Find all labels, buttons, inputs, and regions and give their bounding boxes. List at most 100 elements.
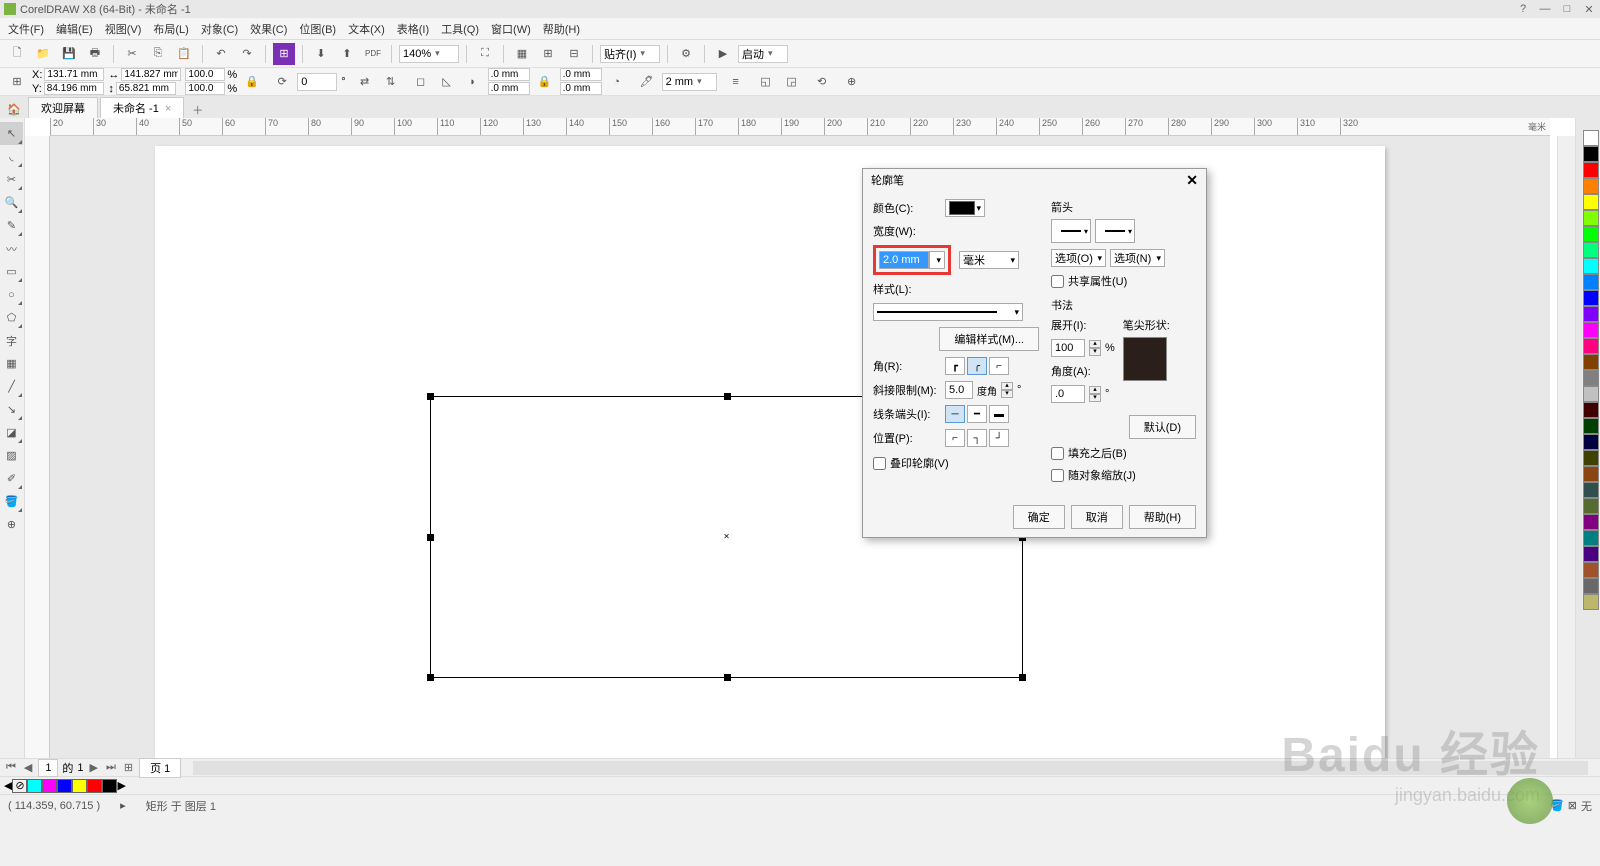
freehand-tool[interactable]: ✎ xyxy=(0,214,23,237)
table-tool[interactable]: ▦ xyxy=(0,352,23,375)
convert-curves-button[interactable]: ⟲ xyxy=(811,71,833,93)
menu-effects[interactable]: 效果(C) xyxy=(250,21,287,37)
canvas-viewport[interactable]: × xyxy=(50,136,1550,758)
corner-round-button[interactable]: ╭ xyxy=(967,357,987,375)
color-swatch[interactable] xyxy=(1583,274,1599,290)
print-button[interactable]: 🖶 xyxy=(84,43,106,65)
last-page-button[interactable]: ⏭ xyxy=(104,761,118,774)
color-swatch[interactable] xyxy=(1583,322,1599,338)
export-button[interactable]: ⬆ xyxy=(336,43,358,65)
paste-button[interactable]: 📋 xyxy=(173,43,195,65)
fill-tool[interactable]: 🪣 xyxy=(0,490,23,513)
dialog-close-button[interactable]: ✕ xyxy=(1186,172,1198,189)
color-swatch[interactable] xyxy=(1583,306,1599,322)
launch-dropdown[interactable]: 启动 xyxy=(738,45,788,63)
document-color-swatch[interactable] xyxy=(72,779,87,793)
color-swatch[interactable] xyxy=(1583,530,1599,546)
menu-view[interactable]: 视图(V) xyxy=(105,21,142,37)
lock-ratio-button[interactable]: 🔒 xyxy=(241,71,263,93)
save-button[interactable]: 💾 xyxy=(58,43,80,65)
to-front-button[interactable]: ◱ xyxy=(755,71,777,93)
redo-button[interactable]: ↷ xyxy=(236,43,258,65)
cut-button[interactable]: ✂ xyxy=(121,43,143,65)
polygon-tool[interactable]: ⬠ xyxy=(0,306,23,329)
color-swatch[interactable] xyxy=(1583,482,1599,498)
style-dropdown[interactable] xyxy=(873,303,1023,321)
resize-handle-br[interactable] xyxy=(1019,674,1026,681)
color-swatch[interactable] xyxy=(1583,386,1599,402)
color-swatch[interactable] xyxy=(1583,450,1599,466)
stretch-spinner[interactable]: ▴▾ xyxy=(1089,340,1101,356)
x-input[interactable] xyxy=(44,68,104,81)
corner-bevel-button[interactable]: ⌐ xyxy=(989,357,1009,375)
angle-spinner[interactable]: ▴▾ xyxy=(1089,386,1101,402)
pos-inside-button[interactable]: ┘ xyxy=(989,429,1009,447)
corner-type-1[interactable]: ◻ xyxy=(410,71,432,93)
y-input[interactable] xyxy=(44,82,104,95)
menu-bitmap[interactable]: 位图(B) xyxy=(299,21,336,37)
color-swatch[interactable] xyxy=(1583,354,1599,370)
shape-tool[interactable]: ◟ xyxy=(0,145,23,168)
horizontal-ruler[interactable]: 20 30 40 50 60 70 80 90 100 110 120 130 … xyxy=(50,118,1550,136)
corner-br-input[interactable] xyxy=(560,82,602,95)
relative-corner-button[interactable]: ◔ xyxy=(606,71,628,93)
pos-center-button[interactable]: ┐ xyxy=(967,429,987,447)
add-tab-button[interactable]: ＋ xyxy=(186,102,209,118)
pos-outside-button[interactable]: ⌐ xyxy=(945,429,965,447)
scale-x-input[interactable] xyxy=(185,68,225,81)
cap-square-button[interactable]: ▬ xyxy=(989,405,1009,423)
edit-style-button[interactable]: 编辑样式(M)... xyxy=(939,327,1039,351)
color-swatch[interactable] xyxy=(1583,578,1599,594)
options2-dropdown[interactable]: 选项(N) xyxy=(1110,249,1165,267)
menu-file[interactable]: 文件(F) xyxy=(8,21,44,37)
resize-handle-tc[interactable] xyxy=(724,393,731,400)
open-button[interactable]: 📁 xyxy=(32,43,54,65)
connector-tool[interactable]: ↘ xyxy=(0,398,23,421)
tab-document[interactable]: 未命名 -1× xyxy=(100,97,184,118)
document-color-swatch[interactable] xyxy=(87,779,102,793)
copy-button[interactable]: ⎘ xyxy=(147,43,169,65)
color-swatch[interactable] xyxy=(1583,434,1599,450)
corner-lock-button[interactable]: 🔒 xyxy=(534,71,556,93)
document-color-swatch[interactable] xyxy=(102,779,117,793)
no-color-swatch[interactable]: ⊘ xyxy=(12,779,27,793)
cap-round-button[interactable]: ━ xyxy=(967,405,987,423)
default-button[interactable]: 默认(D) xyxy=(1129,415,1196,439)
tab-close-icon[interactable]: × xyxy=(165,103,171,115)
end-arrow-dropdown[interactable] xyxy=(1095,219,1135,243)
color-swatch[interactable] xyxy=(1583,498,1599,514)
maximize-button[interactable]: □ xyxy=(1560,3,1574,16)
add-page-button[interactable]: ⊞ xyxy=(122,761,135,774)
vertical-scrollbar[interactable] xyxy=(1557,136,1575,758)
tab-welcome[interactable]: 欢迎屏幕 xyxy=(28,97,98,118)
grid-button[interactable]: ▦ xyxy=(511,43,533,65)
close-button[interactable]: ✕ xyxy=(1582,3,1596,16)
ok-button[interactable]: 确定 xyxy=(1013,505,1065,529)
color-swatch[interactable] xyxy=(1583,210,1599,226)
color-swatch[interactable] xyxy=(1583,194,1599,210)
cancel-button[interactable]: 取消 xyxy=(1071,505,1123,529)
quick-customize-button[interactable]: ⊕ xyxy=(841,71,863,93)
height-input[interactable] xyxy=(116,82,176,95)
menu-tools[interactable]: 工具(Q) xyxy=(441,21,479,37)
color-swatch[interactable] xyxy=(1583,338,1599,354)
miter-input[interactable] xyxy=(945,381,973,399)
page-number-input[interactable] xyxy=(38,759,58,777)
rectangle-tool[interactable]: ▭ xyxy=(0,260,23,283)
corner-tr-input[interactable] xyxy=(560,68,602,81)
angle-input[interactable] xyxy=(1051,385,1085,403)
quick-customize-tool[interactable]: ⊕ xyxy=(0,513,23,536)
color-swatch[interactable] xyxy=(1583,402,1599,418)
zoom-tool[interactable]: 🔍 xyxy=(0,191,23,214)
zoom-dropdown[interactable]: 140% xyxy=(399,45,459,63)
mirror-v-button[interactable]: ⇅ xyxy=(380,71,402,93)
wrap-text-button[interactable]: ≡ xyxy=(725,71,747,93)
color-dropdown[interactable] xyxy=(945,199,985,217)
stretch-input[interactable] xyxy=(1051,339,1085,357)
color-swatch[interactable] xyxy=(1583,162,1599,178)
miter-spinner[interactable]: ▴▾ xyxy=(1001,382,1013,398)
menu-window[interactable]: 窗口(W) xyxy=(491,21,531,37)
color-swatch[interactable] xyxy=(1583,242,1599,258)
color-swatch[interactable] xyxy=(1583,370,1599,386)
color-swatch[interactable] xyxy=(1583,178,1599,194)
